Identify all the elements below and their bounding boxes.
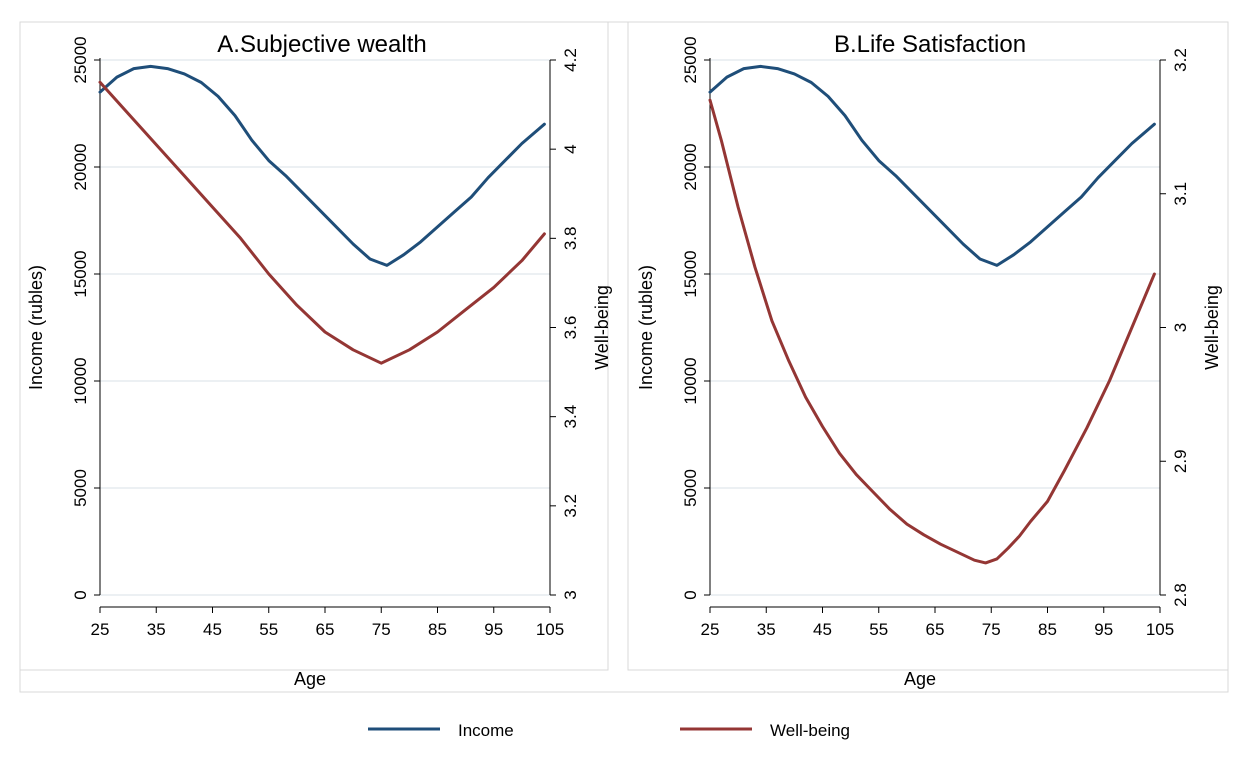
panel-frame <box>627 21 1229 671</box>
y-tick-label: 15000 <box>681 250 700 297</box>
y2-tick-label: 3.2 <box>561 494 580 518</box>
chart-title: A.Subjective wealth <box>217 31 426 58</box>
x-tick-label: 85 <box>1038 620 1057 639</box>
legend-label-well-being: Well-being <box>770 721 850 740</box>
y-tick-label: 0 <box>681 590 700 599</box>
chart-panel-1: A.Subjective wealth 0 5000 10000 15000 20000 2… <box>19 21 612 689</box>
y2-tick-label: 3.2 <box>1171 48 1190 72</box>
y2-tick-label: 3.6 <box>561 316 580 340</box>
y2-tick-label: 2.8 <box>1171 583 1190 607</box>
x-axis-label: Age <box>294 669 326 689</box>
x-tick-label: 95 <box>1094 620 1113 639</box>
x-tick-label: 45 <box>203 620 222 639</box>
x-tick-label: 75 <box>982 620 1001 639</box>
y-tick-label: 15000 <box>71 250 90 297</box>
y-tick-label: 20000 <box>71 143 90 190</box>
y-tick-label: 25000 <box>681 36 700 83</box>
y2-tick-label: 3 <box>1171 323 1190 332</box>
legend: Income Well-being <box>368 721 850 740</box>
x-tick-label: 45 <box>813 620 832 639</box>
x-tick-label: 35 <box>757 620 776 639</box>
y2-axis-label: Well-being <box>1202 285 1222 370</box>
y2-tick-label: 3.4 <box>561 405 580 429</box>
series-line-well-being <box>98 80 546 365</box>
y-tick-label: 0 <box>71 590 90 599</box>
series-line-income <box>708 64 1156 267</box>
x-tick-label: 105 <box>1146 620 1174 639</box>
y2-tick-label: 3.1 <box>1171 182 1190 206</box>
chart-panel-2: B.Life Satisfaction 0 5000 10000 15000 20000 2… <box>627 21 1229 689</box>
y-tick-label: 10000 <box>681 357 700 404</box>
x-tick-label: 75 <box>372 620 391 639</box>
y2-tick-label: 3 <box>561 590 580 599</box>
x-tick-label: 105 <box>536 620 564 639</box>
y-tick-label: 5000 <box>681 469 700 507</box>
chart-title: B.Life Satisfaction <box>834 31 1026 58</box>
series-line-well-being <box>708 98 1156 565</box>
y-axis-label: Income (rubles) <box>636 265 656 390</box>
x-tick-label: 65 <box>926 620 945 639</box>
y-tick-label: 20000 <box>681 143 700 190</box>
y-tick-label: 25000 <box>71 36 90 83</box>
y-tick-label: 5000 <box>71 469 90 507</box>
panel-frame <box>19 21 609 671</box>
y2-axis-label: Well-being <box>592 285 612 370</box>
y-tick-label: 10000 <box>71 357 90 404</box>
y-axis-label: Income (rubles) <box>26 265 46 390</box>
series-line-income <box>98 64 546 267</box>
x-tick-label: 55 <box>869 620 888 639</box>
x-tick-label: 55 <box>259 620 278 639</box>
legend-label-income: Income <box>458 721 514 740</box>
y2-tick-label: 4 <box>561 144 580 153</box>
y2-tick-label: 2.9 <box>1171 449 1190 473</box>
x-tick-label: 95 <box>484 620 503 639</box>
x-tick-label: 35 <box>147 620 166 639</box>
x-tick-label: 25 <box>701 620 720 639</box>
y2-tick-label: 3.8 <box>561 227 580 251</box>
y2-tick-label: 4.2 <box>561 48 580 72</box>
x-tick-label: 65 <box>316 620 335 639</box>
x-tick-label: 25 <box>91 620 110 639</box>
x-axis-label: Age <box>904 669 936 689</box>
x-tick-label: 85 <box>428 620 447 639</box>
